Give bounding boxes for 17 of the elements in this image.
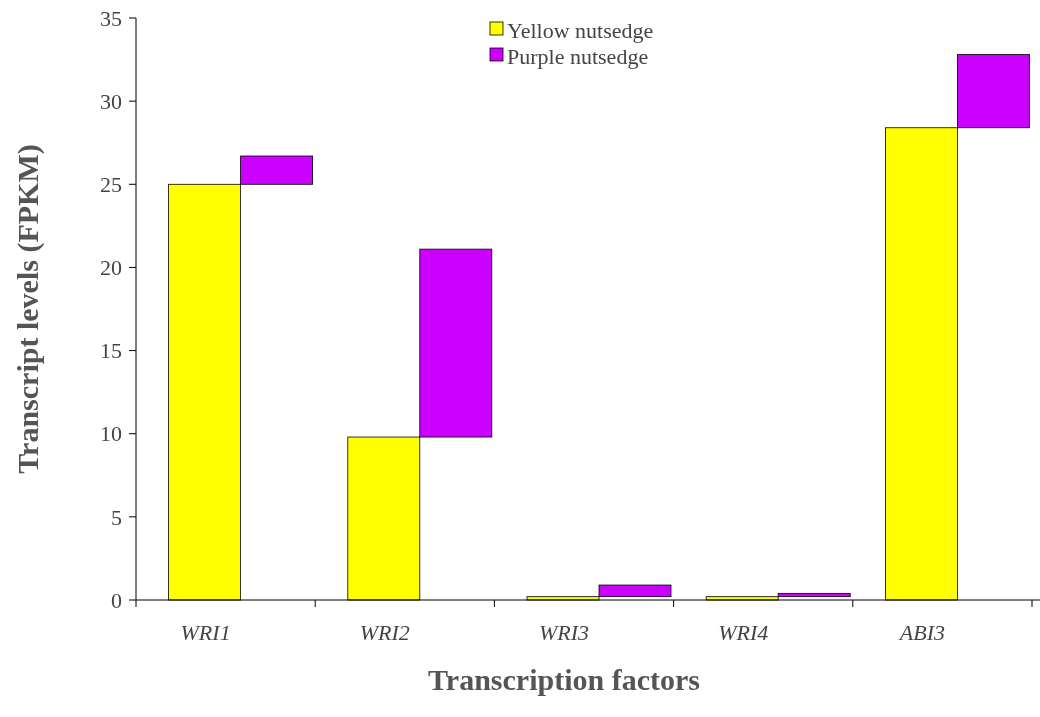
y-tick-label: 0 — [111, 587, 122, 613]
x-tick-label: ABI3 — [897, 620, 945, 645]
y-tick-label: 5 — [111, 504, 122, 530]
y-tick-label: 20 — [100, 255, 122, 281]
y-tick-label: 25 — [100, 171, 122, 197]
x-tick-label: WRI3 — [538, 620, 590, 645]
y-tick-label: 10 — [100, 421, 122, 447]
y-axis-title: Transcript levels (FPKM) — [11, 144, 45, 474]
y-tick-label: 15 — [100, 338, 122, 364]
x-tick-label: WRI4 — [718, 620, 769, 645]
x-tick-label: WRI2 — [359, 620, 410, 645]
legend-label: Purple nutsedge — [507, 43, 649, 69]
legend-label: Yellow nutsedge — [507, 17, 654, 43]
y-tick-label: 30 — [100, 88, 122, 114]
x-axis-title: Transcription factors — [428, 663, 700, 696]
x-tick-label: WRI1 — [180, 620, 231, 645]
y-tick-label: 35 — [100, 5, 122, 31]
